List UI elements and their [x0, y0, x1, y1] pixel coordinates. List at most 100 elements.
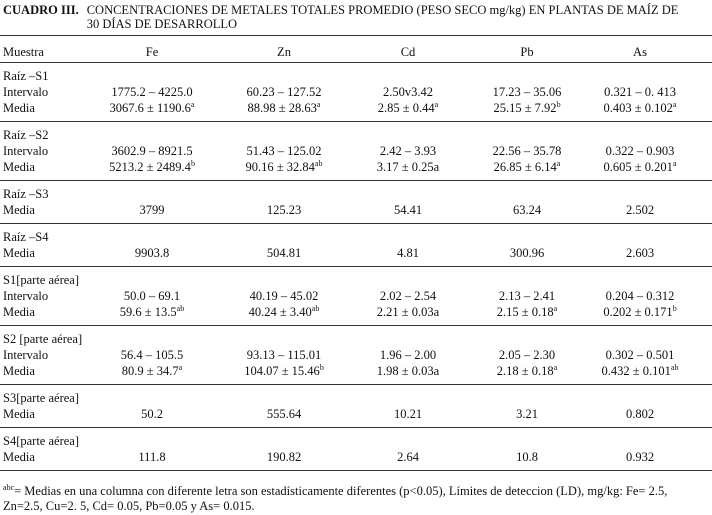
- data-cell-sup: b: [672, 304, 677, 313]
- data-cell: 5213.2 ± 2489.4b: [109, 159, 195, 175]
- row-label: Intervalo: [3, 144, 49, 158]
- header-cell: Cd: [400, 45, 416, 59]
- data-cell: 0.403 ± 0.102a: [604, 100, 677, 116]
- header-cell: As: [633, 45, 647, 59]
- group-name: S1[parte aérea]: [3, 273, 79, 287]
- row-label: Media: [3, 305, 35, 319]
- data-cell: 50.2: [141, 407, 163, 421]
- data-cell: 88.98 ± 28.63a: [248, 100, 321, 116]
- rule: [0, 325, 712, 326]
- data-cell: 26.85 ± 6.14a: [494, 159, 561, 175]
- data-cell: 90.16 ± 32.84ab: [246, 159, 323, 175]
- data-cell-sup: a: [190, 100, 195, 109]
- data-cell: 0.302 – 0.501: [605, 348, 675, 362]
- data-cell-text: 2.85 ± 0.44: [377, 101, 435, 115]
- row-label: Intervalo: [3, 289, 49, 303]
- data-cell: 2.15 ± 0.18a: [497, 304, 557, 320]
- group-name: Raíz –S2: [3, 128, 49, 142]
- data-cell-sup: a: [672, 159, 677, 168]
- data-cell: 555.64: [266, 407, 302, 421]
- data-cell: 1.98 ± 0.03a: [376, 364, 440, 378]
- data-cell: 10.8: [516, 450, 538, 464]
- data-cell-sup: ab: [176, 304, 185, 313]
- data-cell: 1.96 – 2.00: [379, 348, 437, 362]
- title-label: CUADRO III.: [3, 3, 79, 17]
- header-cell: Zn: [277, 45, 291, 59]
- group-name: S4[parte aérea]: [3, 434, 79, 448]
- data-cell: 2.18 ± 0.18a: [497, 363, 557, 379]
- data-cell: 93.13 – 115.01: [246, 348, 322, 362]
- data-cell: 56.4 – 105.5: [120, 348, 184, 362]
- data-cell-sup: b: [319, 363, 324, 372]
- data-cell-text: 0.432 ± 0.101: [601, 364, 671, 378]
- data-cell: 0.322 – 0.903: [605, 144, 675, 158]
- data-cell: 0.802: [625, 407, 655, 421]
- data-cell: 2.05 – 2.30: [498, 348, 556, 362]
- title-text: CONCENTRACIONES DE METALES TOTALES PROME…: [86, 3, 679, 31]
- data-cell: 0.204 – 0.312: [605, 289, 675, 303]
- data-cell: 300.96: [509, 246, 545, 260]
- data-cell-text: 90.16 ± 32.84: [245, 160, 315, 174]
- rule: [0, 121, 712, 122]
- data-cell-sup: a: [556, 159, 561, 168]
- footnote-sup: abc: [3, 483, 15, 492]
- rule: [0, 427, 712, 428]
- data-cell: 3799: [139, 203, 165, 217]
- data-cell: 10.21: [393, 407, 423, 421]
- header-cell: Muestra: [3, 45, 44, 59]
- data-cell: 9903.8: [134, 246, 170, 260]
- data-cell-sup: a: [553, 363, 558, 372]
- data-cell-text: 3067.6 ± 1190.6: [109, 101, 191, 115]
- row-label: Media: [3, 160, 35, 174]
- data-cell-text: 2.18 ± 0.18: [496, 364, 554, 378]
- rule: [0, 384, 712, 385]
- header-cell: Pb: [520, 45, 534, 59]
- footnote-text: = Medias en una columna con diferente le…: [3, 484, 668, 513]
- data-cell-text: 5213.2 ± 2489.4: [109, 160, 191, 174]
- data-cell: 3067.6 ± 1190.6a: [110, 100, 195, 116]
- row-label: Media: [3, 246, 35, 260]
- data-cell: 54.41: [393, 203, 423, 217]
- data-cell-sup: ab: [670, 363, 679, 372]
- data-cell: 59.6 ± 13.5ab: [120, 304, 184, 320]
- data-cell: 111.8: [138, 450, 166, 464]
- data-cell: 2.13 – 2.41: [498, 289, 556, 303]
- footnote: abc= Medias en una columna con diferente…: [3, 484, 709, 514]
- row-label: Media: [3, 203, 35, 217]
- data-cell: 3.21: [516, 407, 538, 421]
- rule: [0, 266, 712, 267]
- data-cell: 25.15 ± 7.92b: [493, 100, 560, 116]
- data-cell-sup: ab: [314, 159, 323, 168]
- data-cell-sup: ab: [311, 304, 320, 313]
- data-cell: 22.56 – 35.78: [492, 144, 562, 158]
- data-cell-sup: a: [178, 363, 183, 372]
- data-cell-text: 0.403 ± 0.102: [603, 101, 673, 115]
- data-cell-text: 59.6 ± 13.5: [119, 305, 177, 319]
- data-cell: 50.0 – 69.1: [123, 289, 181, 303]
- group-name: Raíz –S3: [3, 187, 49, 201]
- data-cell-sup: a: [316, 100, 321, 109]
- data-cell-sup: b: [556, 100, 561, 109]
- data-cell-text: 88.98 ± 28.63: [247, 101, 317, 115]
- row-label: Media: [3, 450, 35, 464]
- data-cell: 2.502: [625, 203, 655, 217]
- row-label: Media: [3, 364, 35, 378]
- data-cell: 3.17 ± 0.25a: [376, 160, 440, 174]
- data-cell-sup: a: [434, 100, 439, 109]
- group-name: Raíz –S1: [3, 69, 49, 83]
- row-label: Media: [3, 101, 35, 115]
- data-cell: 60.23 – 127.52: [246, 85, 322, 99]
- data-cell: 51.43 – 125.02: [246, 144, 322, 158]
- data-cell: 2.21 ± 0.03a: [376, 305, 440, 319]
- data-cell: 104.07 ± 15.46b: [244, 363, 324, 379]
- data-cell: 2.603: [625, 246, 655, 260]
- data-cell: 63.24: [512, 203, 542, 217]
- row-label: Intervalo: [3, 348, 49, 362]
- data-cell: 1775.2 – 4225.0: [111, 85, 193, 99]
- data-cell: 4.81: [397, 246, 419, 260]
- data-cell: 40.19 – 45.02: [249, 289, 319, 303]
- data-cell-sup: a: [553, 304, 558, 313]
- data-cell-text: 0.202 ± 0.171: [603, 305, 673, 319]
- rule: [0, 470, 712, 471]
